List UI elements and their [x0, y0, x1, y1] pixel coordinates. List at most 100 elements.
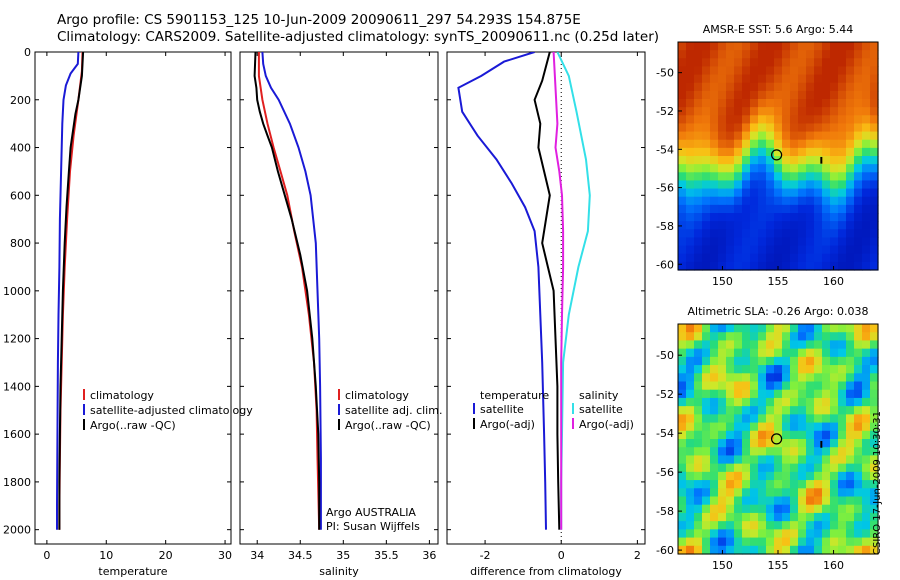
- map-cell: [862, 172, 871, 182]
- map-cell: [758, 253, 767, 263]
- map-cell: [830, 373, 839, 383]
- map-cell: [822, 115, 831, 125]
- map-cell: [838, 471, 847, 481]
- map-cell: [814, 213, 823, 222]
- map-cell: [846, 381, 855, 391]
- map-cell: [702, 58, 711, 68]
- map-cell: [830, 545, 839, 555]
- map-cell: [822, 340, 831, 350]
- map-cell: [758, 356, 767, 366]
- map-cell: [694, 488, 703, 498]
- map-cell: [814, 389, 823, 399]
- map-cell: [702, 455, 711, 465]
- map-cell: [694, 82, 703, 92]
- map-cell: [854, 90, 863, 100]
- map-cell: [686, 58, 695, 68]
- map-cell: [782, 204, 791, 214]
- map-cell: [686, 521, 695, 530]
- map-cell: [790, 324, 799, 333]
- map-cell: [694, 245, 703, 255]
- map-cell: [854, 58, 863, 68]
- map-cell: [846, 463, 855, 473]
- map-cell: [798, 99, 807, 108]
- map-cell: [862, 439, 871, 448]
- map-cell: [686, 463, 695, 473]
- map-cell: [766, 66, 775, 76]
- map-cell: [774, 188, 783, 198]
- map-cell: [694, 414, 703, 424]
- map-cell: [774, 389, 783, 399]
- map-cell: [766, 521, 775, 530]
- map-cell: [718, 245, 727, 255]
- map-cell: [782, 447, 791, 457]
- map-cell: [734, 221, 743, 230]
- map-cell: [742, 332, 751, 342]
- map-cell: [742, 537, 751, 547]
- map-cell: [726, 115, 735, 125]
- map-cell: [790, 147, 799, 157]
- map-cell: [862, 164, 871, 173]
- map-cell: [854, 131, 863, 141]
- map-cell: [798, 115, 807, 125]
- map-cell: [766, 90, 775, 100]
- map-cell: [790, 66, 799, 76]
- map-cell: [758, 447, 767, 457]
- map-cell: [846, 545, 855, 555]
- map-cell: [766, 455, 775, 465]
- map-cell: [678, 373, 687, 383]
- map-cell: [758, 340, 767, 350]
- map-cell: [718, 521, 727, 530]
- y-tick-label: -60: [656, 258, 674, 271]
- map-cell: [838, 164, 847, 173]
- map-cell: [726, 365, 735, 374]
- map-cell: [838, 74, 847, 84]
- map-cell: [822, 204, 831, 214]
- x-tick-label: 35.5: [374, 549, 399, 562]
- map-cell: [686, 164, 695, 173]
- map-cell: [766, 496, 775, 506]
- y-tick-label: 1400: [3, 380, 31, 393]
- map-cell: [702, 439, 711, 448]
- axes-frame: [239, 51, 439, 545]
- map-cell: [726, 356, 735, 366]
- map-cell: [806, 381, 815, 391]
- map-cell: [798, 521, 807, 530]
- map-cell: [710, 99, 719, 108]
- map-cell: [798, 414, 807, 424]
- map-cell: [742, 406, 751, 415]
- map-cell: [726, 90, 735, 100]
- map-cell: [750, 496, 759, 506]
- map-cell: [798, 365, 807, 374]
- map-cell: [774, 340, 783, 350]
- map-cell: [870, 245, 879, 255]
- map-cell: [750, 74, 759, 84]
- map-cell: [806, 512, 815, 522]
- map-cell: [814, 196, 823, 206]
- y-tick-label: -60: [656, 544, 674, 557]
- map-cell: [862, 213, 871, 222]
- map-cell: [694, 229, 703, 239]
- map-cell: [830, 496, 839, 506]
- map-cell: [774, 422, 783, 432]
- map-cell: [790, 123, 799, 133]
- map-cell: [742, 430, 751, 440]
- map-cell: [702, 365, 711, 374]
- map-cell: [854, 332, 863, 342]
- map-cell: [846, 537, 855, 547]
- map-cell: [790, 332, 799, 342]
- map-cell: [798, 66, 807, 76]
- map-cell: [686, 439, 695, 448]
- map-cell: [726, 245, 735, 255]
- map-cell: [790, 156, 799, 165]
- map-cell: [838, 496, 847, 506]
- map-cell: [854, 439, 863, 448]
- map-cell: [766, 324, 775, 333]
- map-cell: [854, 213, 863, 222]
- map-cell: [686, 123, 695, 133]
- map-cell: [686, 74, 695, 84]
- map-cell: [718, 439, 727, 448]
- map-cell: [782, 82, 791, 92]
- map-cell: [814, 455, 823, 465]
- map-cell: [710, 512, 719, 522]
- map-cell: [726, 406, 735, 415]
